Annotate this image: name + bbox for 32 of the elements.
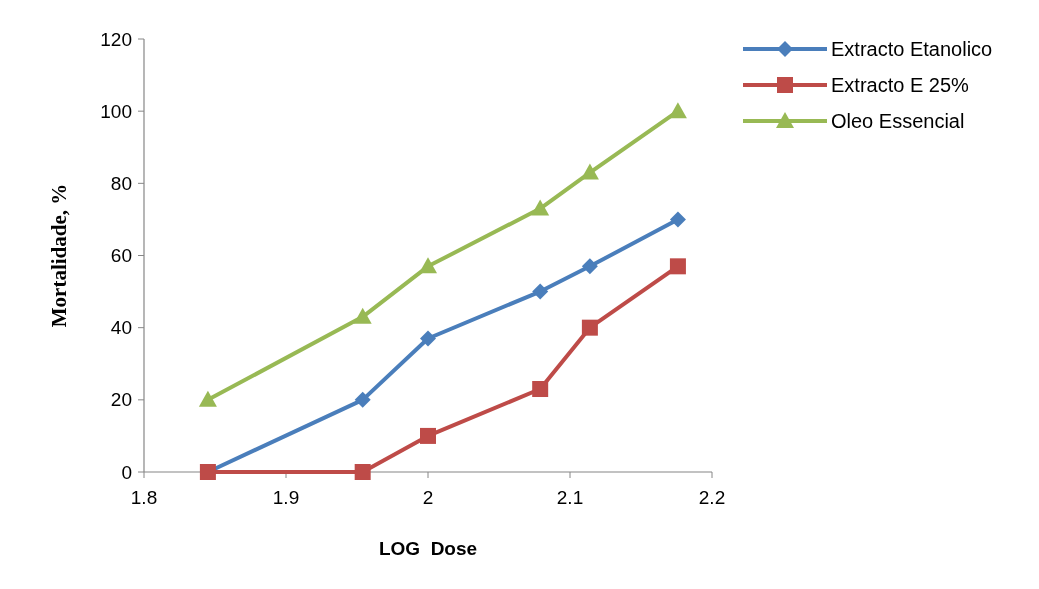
point (669, 211, 686, 228)
y-tick-label: 60 (110, 245, 132, 267)
point (669, 258, 686, 275)
point (668, 102, 687, 119)
point (532, 283, 549, 300)
point (531, 199, 550, 216)
point (354, 464, 371, 480)
x-tick-label: 2 (422, 487, 434, 508)
x-tick-label: 1.8 (130, 487, 158, 508)
legend-label: Oleo Essencial (831, 110, 965, 132)
y-axis-title: Mortalidade, % (47, 183, 71, 328)
point (581, 319, 598, 336)
point (198, 390, 217, 407)
y-tick-label: 40 (110, 317, 132, 339)
point (532, 381, 549, 398)
legend-label: Extracto E 25% (831, 74, 970, 96)
y-tick-label: 120 (100, 28, 132, 50)
y-tick-label: 20 (110, 389, 132, 411)
point (420, 330, 436, 347)
point (353, 307, 372, 324)
point (581, 258, 598, 275)
x-tick-label: 2.1 (556, 487, 584, 508)
point (419, 257, 437, 274)
x-tick-label: 2.2 (698, 487, 726, 508)
point (354, 391, 371, 408)
y-tick-label: 0 (121, 461, 132, 483)
x-axis-title: LOG Dose (378, 538, 478, 559)
legend-label: Extracto Etanolico (831, 38, 993, 60)
y-tick-label: 100 (100, 100, 132, 122)
y-tick-label: 80 (110, 172, 132, 194)
point (420, 427, 436, 444)
x-tick-label: 1.9 (272, 487, 300, 508)
